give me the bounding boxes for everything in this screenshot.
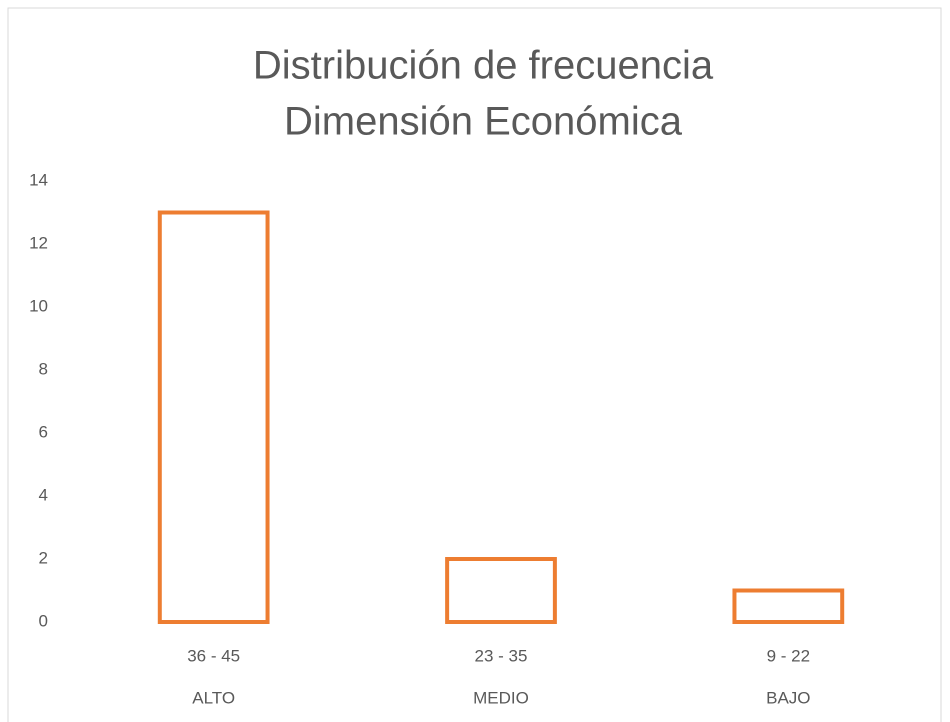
x-tick-label: 23 - 35: [475, 646, 528, 665]
y-tick-label: 8: [39, 359, 48, 378]
y-tick-label: 2: [39, 548, 48, 567]
y-tick-label: 0: [39, 611, 48, 630]
y-tick-label: 12: [29, 233, 48, 252]
x-tick-label: 9 - 22: [767, 646, 810, 665]
bar: [732, 588, 845, 624]
x-group-label: BAJO: [766, 688, 810, 707]
x-group-label: ALTO: [192, 688, 235, 707]
y-tick-label: 6: [39, 422, 48, 441]
bar: [445, 557, 557, 624]
y-tick-label: 10: [29, 296, 48, 315]
chart-title: Dimensión Económica: [284, 100, 683, 144]
y-tick-label: 4: [39, 485, 48, 504]
chart-title: Distribución de frecuencia: [253, 44, 714, 88]
y-tick-label: 14: [29, 170, 48, 189]
x-group-label: MEDIO: [473, 688, 529, 707]
x-tick-label: 36 - 45: [187, 646, 240, 665]
bar: [157, 210, 270, 624]
